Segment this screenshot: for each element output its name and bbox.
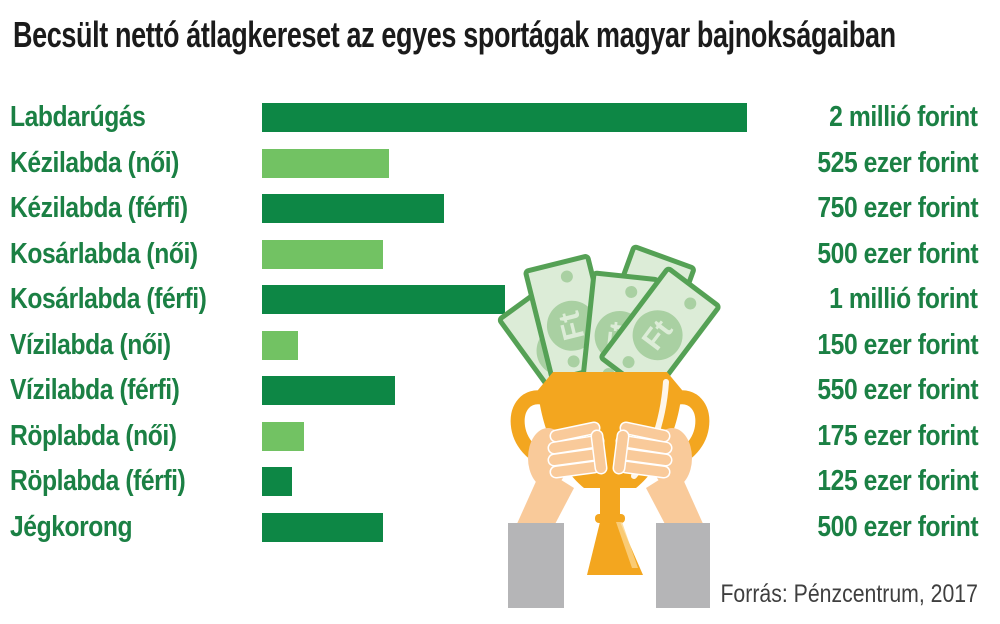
- chart-title: Becsült nettó átlagkereset az egyes spor…: [13, 14, 896, 55]
- category-label: Röplabda (férfi): [10, 465, 186, 497]
- category-label: Vízilabda (férfi): [10, 374, 180, 406]
- bar-row: Kosárlabda (női) 500 ezer forint: [0, 237, 1000, 270]
- category-label: Jégkorong: [10, 510, 133, 543]
- value-label: 2 millió forint: [829, 101, 979, 133]
- value-label: 525 ezer forint: [817, 146, 978, 179]
- value-label: 1 millió forint: [829, 283, 979, 315]
- bar-row: Vízilabda (férfi) 550 ezer forint: [0, 376, 1000, 405]
- bar-row: Röplabda (férfi) 125 ezer forint: [0, 467, 1000, 496]
- category-label: Kosárlabda (férfi): [10, 283, 207, 315]
- bar-row: Jégkorong 500 ezer forint: [0, 510, 1000, 543]
- value-label: 550 ezer forint: [817, 374, 978, 406]
- category-label: Kézilabda (női): [10, 146, 179, 179]
- bar-row: Vízilabda (női) 150 ezer forint: [0, 328, 1000, 361]
- category-label: Labdarúgás: [10, 101, 146, 133]
- value-label: 750 ezer forint: [817, 192, 978, 224]
- bar: [262, 467, 292, 496]
- value-label: 175 ezer forint: [817, 419, 978, 452]
- category-label: Vízilabda (női): [10, 328, 171, 361]
- source-credit: Forrás: Pénzcentrum, 2017: [720, 580, 978, 608]
- category-label: Kosárlabda (női): [10, 237, 198, 270]
- bar-row: Röplabda (női) 175 ezer forint: [0, 419, 1000, 452]
- bar: [262, 330, 298, 360]
- category-label: Röplabda (női): [10, 419, 177, 452]
- value-label: 150 ezer forint: [817, 328, 978, 361]
- value-label: 500 ezer forint: [817, 237, 978, 270]
- trophy-stem: [600, 484, 620, 522]
- bar: [262, 194, 444, 223]
- bar: [262, 421, 304, 451]
- bar: [262, 285, 505, 314]
- sleeve-left: [508, 523, 564, 608]
- bar-row: Labdarúgás 2 millió forint: [0, 103, 1000, 132]
- trophy-stem-collar: [595, 514, 625, 523]
- bar-row: Kézilabda (férfi) 750 ezer forint: [0, 194, 1000, 223]
- trophy-money-illustration: Ft Ft Ft Ft: [497, 244, 721, 608]
- trophy-base: [587, 522, 643, 575]
- sleeve-right: [656, 523, 710, 608]
- hand-right-icon: [612, 421, 692, 488]
- bar-row: Kézilabda (női) 525 ezer forint: [0, 146, 1000, 179]
- bar: [262, 512, 383, 542]
- note-circle: [632, 310, 683, 361]
- bar: [262, 376, 395, 405]
- value-label: 125 ezer forint: [817, 465, 978, 497]
- value-label: 500 ezer forint: [817, 510, 978, 543]
- bar: [262, 239, 383, 269]
- hand-left-icon: [528, 421, 608, 488]
- trophy-base-highlight: [616, 522, 638, 568]
- category-label: Kézilabda (férfi): [10, 192, 188, 224]
- bar: [262, 103, 747, 132]
- note-circle: [546, 300, 597, 351]
- bar-row: Kosárlabda (férfi) 1 millió forint: [0, 285, 1000, 314]
- bar: [262, 148, 389, 178]
